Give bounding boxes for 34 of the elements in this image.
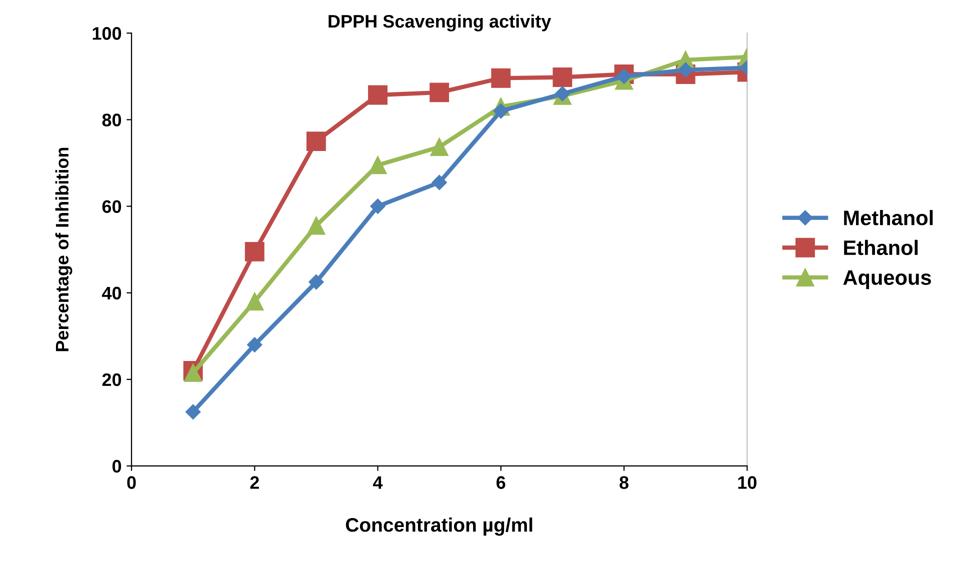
chart-title: DPPH Scavenging activity — [328, 14, 552, 32]
legend-label: Methanol — [844, 210, 933, 226]
point — [306, 132, 326, 152]
x-tick-label: 8 — [620, 476, 628, 489]
point — [370, 198, 386, 214]
point — [552, 68, 572, 87]
legend-label: Aqueous — [843, 270, 931, 290]
point — [244, 242, 264, 262]
point — [368, 156, 387, 174]
x-tick-label: 6 — [496, 476, 506, 489]
point — [186, 404, 201, 420]
point — [430, 138, 448, 156]
y-tick-label: 80 — [102, 114, 122, 126]
point — [554, 86, 570, 102]
point — [246, 292, 264, 311]
y-tick-label: 0 — [112, 460, 122, 473]
x-tick-label: 0 — [127, 476, 136, 489]
point — [368, 85, 388, 105]
point — [432, 174, 447, 190]
x-axis-title: Concentration µg/ml — [346, 518, 532, 536]
point — [247, 337, 262, 352]
y-tick-label: 40 — [102, 286, 122, 300]
x-tick-label: 10 — [738, 476, 756, 489]
point — [430, 82, 450, 102]
point — [491, 68, 511, 88]
x-tick-label: 4 — [373, 476, 383, 489]
y-tick-label: 60 — [102, 200, 122, 213]
y-axis-title: Percentage of Inhibition — [55, 148, 72, 352]
legend-label: Ethanol — [844, 240, 918, 256]
point — [308, 274, 324, 290]
x-tick-label: 2 — [250, 476, 259, 489]
y-tick-label: 100 — [92, 27, 122, 40]
point — [307, 216, 326, 235]
y-tick-label: 20 — [102, 373, 122, 386]
